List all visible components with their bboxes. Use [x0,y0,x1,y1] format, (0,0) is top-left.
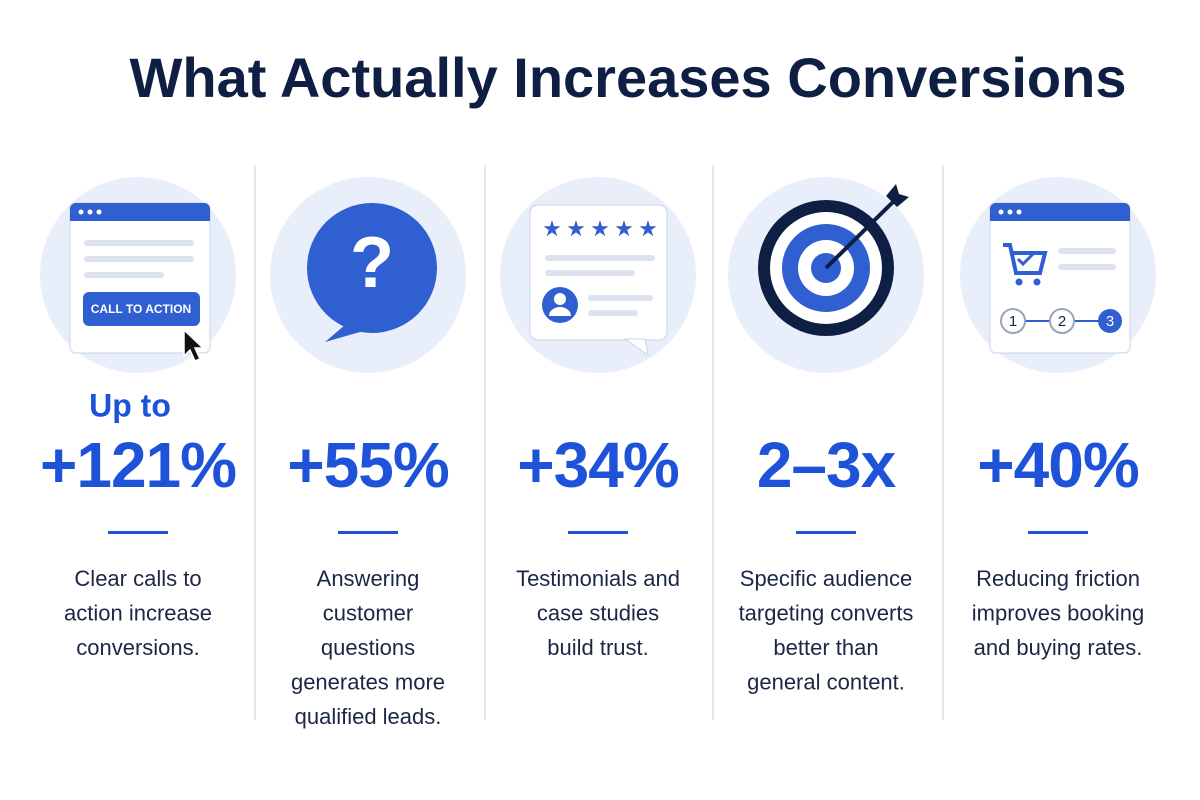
description-line: Answering [317,566,420,591]
icon-cta: CALL TO ACTION [40,177,236,373]
title: What Actually Increases Conversions [130,46,1127,109]
stat: +121% [40,429,236,501]
underline [796,531,856,534]
description-line: Testimonials and [516,566,680,591]
description-line: Clear calls to [74,566,201,591]
stat: 2–3x [757,429,897,501]
underline [108,531,168,534]
description-line: Reducing friction [976,566,1140,591]
icon-target [728,177,924,373]
description-line: questions [321,635,415,660]
stat: +34% [517,429,679,501]
step-label: 1 [1009,313,1017,330]
svg-text:★: ★ [542,216,562,241]
icon-testimonial: ★ ★ ★ ★ ★ [500,177,696,373]
description-line: build trust. [547,635,649,660]
svg-text:★: ★ [566,216,586,241]
svg-text:★: ★ [614,216,634,241]
stat: +40% [977,429,1139,501]
description-line: general content. [747,669,905,694]
svg-text:★: ★ [590,216,610,241]
description-line: targeting converts [739,600,914,625]
svg-text:★: ★ [638,216,658,241]
description-line: and buying rates. [974,635,1143,660]
underline [338,531,398,534]
button-label: CALL TO ACTION [91,302,191,316]
question-mark: ? [350,223,394,303]
underline [568,531,628,534]
description-line: customer [323,600,413,625]
description-line: improves booking [972,600,1144,625]
description-line: better than [773,635,878,660]
description-line: action increase [64,600,212,625]
underline [1028,531,1088,534]
description-line: conversions. [76,635,200,660]
step-label: 2 [1058,313,1066,330]
icon-question: ? [270,177,466,373]
description-line: Specific audience [740,566,912,591]
step-label: 3 [1106,313,1114,330]
dividers [254,165,944,720]
description-line: qualified leads. [295,704,442,729]
stat-prefix: Up to [89,387,171,423]
stat: +55% [287,429,449,501]
icon-checkout: 1 2 3 [960,177,1156,373]
description-line: case studies [537,600,659,625]
description-line: generates more [291,669,445,694]
